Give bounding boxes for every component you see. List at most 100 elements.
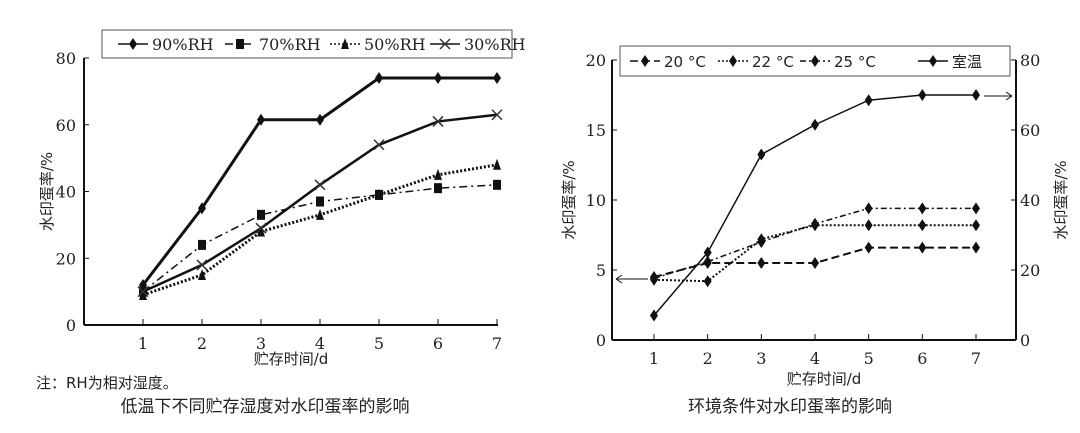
data-point [314,179,326,191]
data-point [972,219,980,232]
legend-label: 25 °C [834,53,876,71]
arrow-head-icon [615,274,623,284]
legend-marker [236,39,244,49]
x-tick-label: 2 [703,349,713,368]
y-tick-label: 80 [56,49,76,68]
data-point [316,113,324,126]
legend-label: 50%RH [364,35,426,54]
x-tick-label: 7 [492,334,502,353]
data-point [493,72,501,85]
x-axis-label: 贮存时间/d [787,370,862,388]
x-tick-label: 1 [138,334,148,353]
x-tick-label: 2 [197,334,207,353]
x-axis-label: 贮存时间/d [254,350,329,368]
data-point [493,158,501,170]
data-point [316,208,324,220]
legend-label: 20 °C [664,53,706,71]
data-point [198,239,206,250]
x-tick-label: 1 [649,349,659,368]
y-axis-label: 水印蛋率/% [38,152,56,231]
data-point [757,257,766,269]
x-tick-label: 4 [315,334,325,353]
x-tick-label: 6 [433,334,443,353]
legend-marker [929,55,937,67]
data-point [198,202,206,215]
data-point [972,202,980,215]
data-point [918,219,927,232]
data-point [864,219,873,232]
data-point [198,268,206,280]
data-point [650,309,658,322]
data-point [255,222,267,234]
data-point [811,217,819,230]
y-tick-label: 20 [586,51,606,70]
data-point [757,236,766,248]
data-point [918,241,927,254]
y-right-tick-label: 0 [1020,331,1030,350]
chart-title: 低温下不同贮存湿度对水印蛋率的影响 [121,397,410,417]
data-point [375,188,383,200]
data-point [757,148,766,161]
arrow-head-icon [1005,91,1013,101]
legend-marker [811,55,819,67]
x-tick-label: 5 [864,349,874,368]
x-tick-label: 4 [810,349,820,368]
legend-label: 22 °C [752,53,794,71]
y-right-tick-label: 60 [1020,121,1040,140]
data-point [918,89,927,101]
y-tick-label: 15 [586,121,606,140]
legend-marker [341,38,349,49]
legend-label: 室温 [952,53,982,71]
series-line-1 [653,224,976,283]
data-point [434,183,442,194]
series-line-0 [141,76,497,286]
data-point [316,196,324,207]
legend [101,29,513,59]
data-point [972,89,980,101]
data-point [491,109,503,121]
x-tick-label: 3 [756,349,766,368]
note: 注：RH为相对湿度。 [36,374,178,392]
data-point [257,113,265,126]
x-tick-label: 6 [917,349,927,368]
legend-label: 90%RH [152,35,214,54]
y-tick-label: 0 [596,331,606,350]
data-point [434,72,442,85]
data-point [434,168,442,180]
y-right-tick-label: 20 [1020,261,1040,280]
data-point [703,246,712,259]
data-point [432,115,444,127]
y-tick-label: 10 [586,191,606,210]
data-point [375,72,383,85]
data-point [864,202,873,215]
data-point [373,139,385,151]
y-right-tick-label: 80 [1020,51,1040,70]
data-point [257,225,265,237]
data-point [196,259,208,271]
chart-title: 环境条件对水印蛋率的影响 [688,397,892,417]
legend [619,45,1011,77]
y-tick-label: 20 [56,249,76,268]
legend-marker [729,55,737,67]
data-point [139,288,147,300]
y-axis-label-right: 水印蛋率/% [1052,160,1070,239]
data-point [918,202,927,215]
data-point [811,118,819,131]
data-point [703,275,712,288]
x-tick-label: 5 [374,334,384,353]
data-point [650,272,658,285]
data-point [703,255,712,268]
data-point [811,257,819,269]
legend-marker [641,55,649,67]
y-right-tick-label: 40 [1020,191,1040,210]
legend-marker [129,38,137,50]
y-tick-label: 60 [56,116,76,135]
data-point [493,179,501,190]
legend-label: 70%RH [259,35,321,54]
x-tick-label: 3 [256,334,266,353]
x-tick-label: 7 [971,349,981,368]
y-axis-label: 水印蛋率/% [560,160,578,239]
data-point [864,241,873,254]
